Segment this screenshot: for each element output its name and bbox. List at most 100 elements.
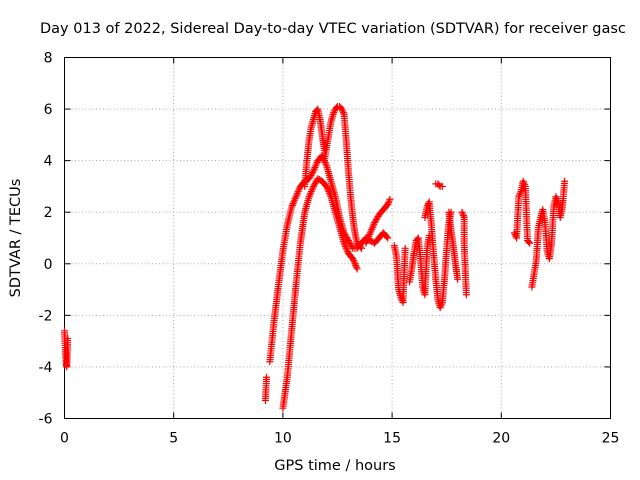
data-point bbox=[367, 227, 375, 235]
x-axis-label: GPS time / hours bbox=[274, 458, 395, 474]
x-tick-label: 25 bbox=[602, 431, 620, 447]
data-point bbox=[454, 275, 462, 283]
data-point bbox=[462, 291, 470, 299]
x-tick-label: 5 bbox=[169, 431, 178, 447]
data-point bbox=[323, 182, 331, 190]
data-point bbox=[312, 160, 320, 168]
data-point bbox=[307, 188, 315, 196]
data-point bbox=[364, 234, 372, 242]
data-point bbox=[291, 196, 299, 204]
data-point bbox=[325, 189, 333, 197]
data-point bbox=[352, 262, 360, 270]
y-tick-label: -6 bbox=[39, 412, 53, 428]
y-tick-label: 6 bbox=[44, 102, 53, 118]
data-point bbox=[398, 295, 406, 303]
points-layer bbox=[61, 102, 569, 412]
data-point bbox=[401, 244, 409, 252]
data-point bbox=[309, 169, 317, 177]
data-point bbox=[363, 237, 371, 245]
data-point bbox=[341, 241, 349, 249]
data-point bbox=[436, 304, 444, 312]
data-point bbox=[305, 193, 313, 201]
data-point bbox=[561, 177, 569, 185]
data-point bbox=[370, 220, 378, 228]
data-point bbox=[294, 188, 302, 196]
data-point bbox=[385, 197, 393, 205]
data-point bbox=[339, 107, 347, 115]
y-tick-label: 2 bbox=[44, 205, 53, 221]
data-point bbox=[369, 222, 377, 230]
data-point bbox=[348, 243, 356, 251]
tick-layer: 0 5 10 15 20 25 -6 -4 -2 0 2 4 6 8 bbox=[39, 51, 620, 447]
data-point bbox=[438, 182, 446, 190]
data-point bbox=[365, 232, 373, 240]
data-point bbox=[291, 194, 299, 202]
data-point bbox=[306, 191, 314, 199]
data-point bbox=[64, 335, 72, 343]
data-point bbox=[324, 186, 332, 194]
data-point bbox=[366, 229, 374, 237]
data-point bbox=[349, 255, 357, 263]
data-point bbox=[438, 300, 446, 308]
data-point bbox=[322, 160, 330, 168]
data-point bbox=[340, 239, 348, 247]
data-point bbox=[329, 110, 337, 118]
data-point bbox=[366, 231, 374, 239]
data-point bbox=[339, 109, 347, 117]
data-point bbox=[351, 260, 359, 268]
data-point bbox=[552, 193, 560, 201]
data-point bbox=[458, 208, 466, 216]
data-point bbox=[350, 258, 358, 266]
data-point bbox=[368, 224, 376, 232]
y-tick-label: 0 bbox=[44, 257, 53, 273]
data-point bbox=[520, 179, 528, 187]
data-point bbox=[326, 191, 334, 199]
data-point bbox=[288, 201, 296, 209]
data-point bbox=[362, 239, 370, 247]
data-point bbox=[459, 210, 467, 218]
data-point bbox=[353, 265, 361, 273]
data-point bbox=[437, 302, 445, 310]
data-point bbox=[323, 184, 331, 192]
data-point bbox=[525, 238, 533, 246]
data-point bbox=[309, 167, 317, 175]
data-point bbox=[288, 203, 296, 211]
data-point bbox=[526, 239, 534, 247]
x-tick-label: 15 bbox=[383, 431, 401, 447]
data-point bbox=[295, 186, 303, 194]
data-point bbox=[308, 186, 316, 194]
x-tick-label: 0 bbox=[60, 431, 69, 447]
x-tick-label: 20 bbox=[492, 431, 510, 447]
y-tick-label: -4 bbox=[39, 360, 53, 376]
x-tick-label: 10 bbox=[274, 431, 292, 447]
data-point bbox=[293, 191, 301, 199]
data-point bbox=[343, 246, 351, 254]
data-point bbox=[519, 177, 527, 185]
data-point bbox=[330, 109, 338, 117]
data-point bbox=[459, 212, 467, 220]
data-point bbox=[307, 189, 315, 197]
data-point bbox=[352, 263, 360, 271]
data-point bbox=[516, 191, 523, 199]
data-point bbox=[342, 243, 350, 251]
data-point bbox=[363, 236, 371, 244]
data-point bbox=[368, 225, 376, 233]
data-point bbox=[383, 233, 391, 241]
y-tick-label: -2 bbox=[39, 308, 53, 324]
chart-title: Day 013 of 2022, Sidereal Day-to-day VTE… bbox=[40, 21, 626, 37]
data-point bbox=[312, 162, 320, 170]
data-point bbox=[289, 200, 297, 208]
data-point bbox=[515, 193, 523, 201]
data-point bbox=[384, 234, 392, 242]
y-axis-label: SDTVAR / TECUs bbox=[8, 179, 24, 298]
data-point bbox=[293, 189, 301, 197]
data-point bbox=[521, 181, 529, 189]
data-point bbox=[435, 181, 443, 189]
data-point bbox=[386, 195, 394, 203]
data-point bbox=[290, 198, 298, 206]
data-point bbox=[342, 244, 350, 252]
y-tick-label: 8 bbox=[44, 51, 53, 67]
data-point bbox=[358, 244, 366, 252]
data-point bbox=[292, 193, 300, 201]
